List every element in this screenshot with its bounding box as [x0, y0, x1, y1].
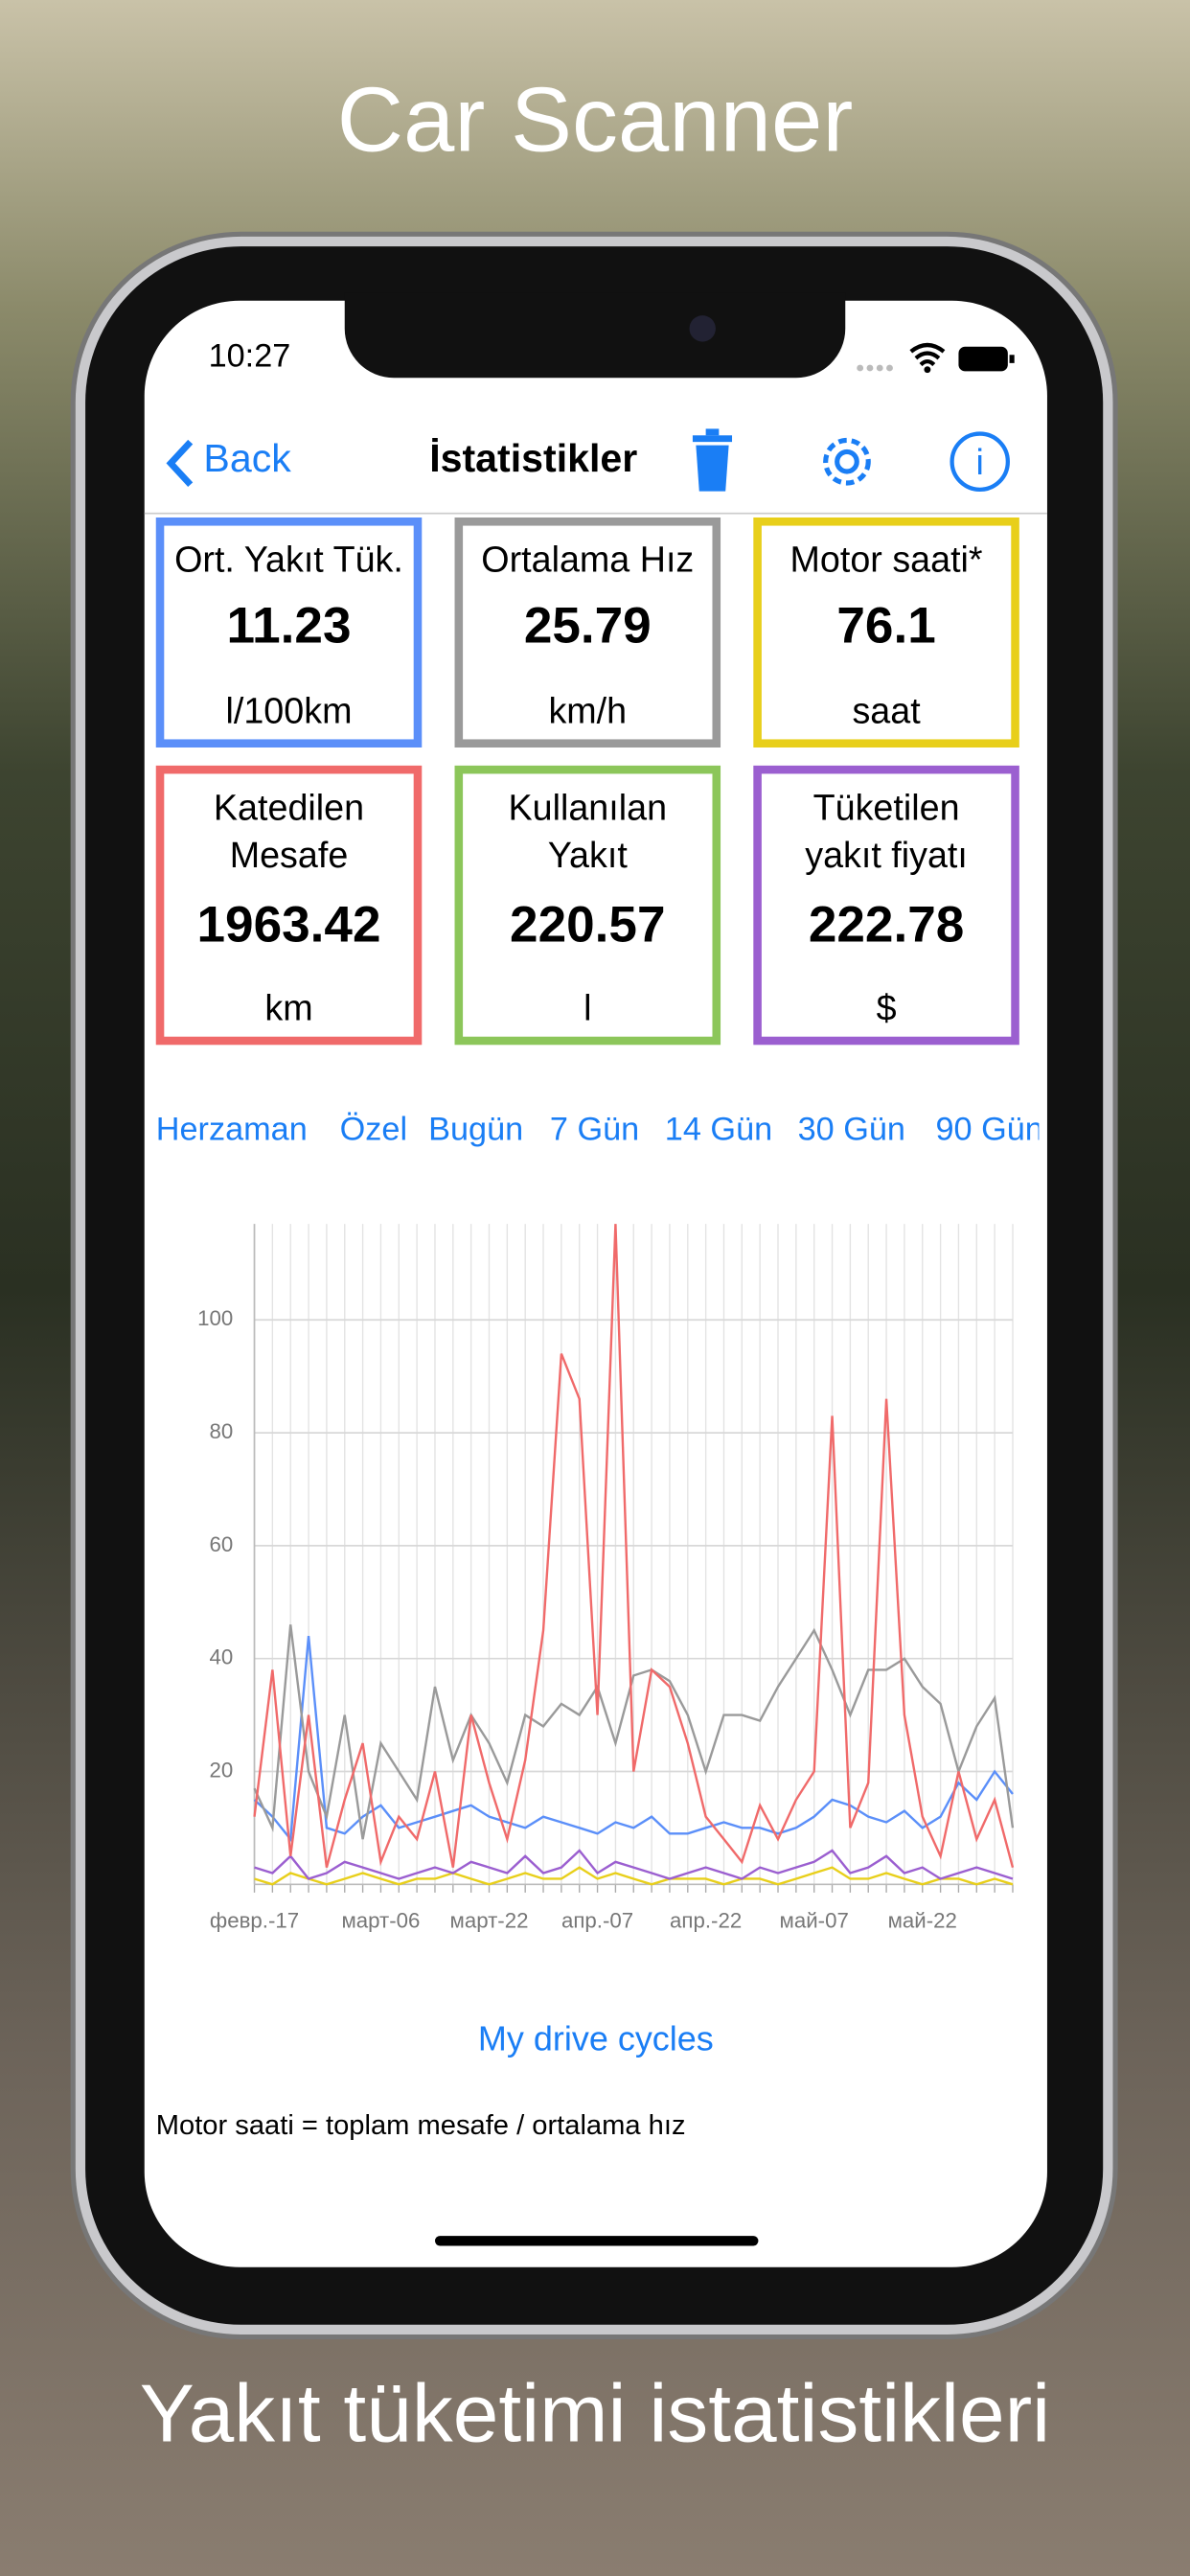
- stat-label: Tüketilen yakıt fiyatı: [805, 787, 968, 876]
- stat-unit: l: [584, 987, 592, 1029]
- stat-card: Kullanılan Yakıt 220.57 l: [454, 765, 721, 1046]
- stat-unit: km/h: [548, 690, 628, 731]
- drive-cycles-link[interactable]: My drive cycles: [477, 2020, 714, 2059]
- back-button[interactable]: Back: [203, 437, 291, 482]
- y-tick-label: 20: [209, 1758, 233, 1782]
- period-tab[interactable]: 14 Gün: [664, 1112, 773, 1149]
- period-tab[interactable]: Özel: [339, 1112, 408, 1149]
- info-icon[interactable]: i: [950, 431, 1010, 493]
- stat-unit: km: [264, 987, 313, 1029]
- stat-card: Ort. Yakıt Tük. 11.23 l/100km: [155, 518, 423, 748]
- x-tick-label: март-06: [341, 1909, 420, 1933]
- stat-label: Ortalama Hız: [481, 539, 695, 581]
- nav-icons: i: [692, 428, 1010, 493]
- series-line: [254, 1849, 1014, 1880]
- y-tick-label: 40: [209, 1645, 233, 1669]
- home-indicator: [434, 2236, 759, 2246]
- stat-value: 1963.42: [196, 895, 381, 954]
- period-tab[interactable]: Bugün: [428, 1112, 524, 1149]
- stat-card: Motor saati* 76.1 saat: [753, 518, 1019, 748]
- chart: февр.-17 март-06 март-22 апр.-07 апр.-22 май-…: [197, 1224, 1015, 1933]
- stat-card: Ortalama Hız 25.79 km/h: [454, 518, 721, 748]
- trash-icon[interactable]: [692, 428, 733, 492]
- nav-title: İstatistikler: [429, 437, 638, 482]
- y-tick-label: 80: [209, 1419, 233, 1443]
- period-tab[interactable]: 30 Gün: [797, 1112, 905, 1149]
- settings-icon[interactable]: [823, 437, 871, 486]
- svg-text:i: i: [976, 442, 984, 482]
- x-tick-label: апр.-07: [561, 1909, 633, 1933]
- stat-card: Tüketilen yakıt fiyatı 222.78 $: [753, 765, 1019, 1046]
- back-chevron[interactable]: [161, 435, 210, 491]
- stat-card: Katedilen Mesafe 1963.42 km: [155, 765, 423, 1046]
- period-tab[interactable]: 90 Gün: [935, 1112, 1040, 1149]
- footnote: Motor saati = toplam mesafe / ortalama h…: [155, 2109, 686, 2141]
- x-tick-label: апр.-22: [670, 1909, 742, 1933]
- tab-bar: Herzaman Özel Bugün 7 Gün 14 Gün 30 Gün 90 Gün: [145, 0, 1040, 1183]
- stat-value: 11.23: [226, 596, 352, 655]
- stat-value: 25.79: [523, 596, 652, 655]
- series-line: [253, 1624, 1015, 1840]
- x-tick-label: май-07: [780, 1909, 849, 1933]
- y-tick-label: 100: [197, 1306, 233, 1330]
- notch: [344, 292, 846, 379]
- stat-value: 222.78: [808, 895, 965, 954]
- y-tick-label: 60: [209, 1532, 233, 1556]
- status-time: 10:27: [208, 338, 291, 375]
- status-icons: [857, 342, 1015, 374]
- camera: [689, 315, 716, 342]
- period-tab[interactable]: 7 Gün: [549, 1112, 640, 1149]
- series-line: [254, 1866, 1014, 1886]
- stat-unit: l/100km: [225, 690, 353, 731]
- stat-label: Kullanılan Yakıt: [508, 787, 668, 876]
- stat-value: 220.57: [510, 895, 666, 954]
- headline: Car Scanner: [336, 67, 854, 172]
- stat-label: Motor saati*: [790, 539, 983, 581]
- x-tick-label: февр.-17: [210, 1909, 299, 1933]
- stat-label: Ort. Yakıt Tük.: [174, 539, 403, 581]
- stat-unit: saat: [852, 690, 921, 731]
- nav-separator: [144, 512, 1047, 515]
- series-line: [253, 1635, 1014, 1843]
- x-tick-label: май-22: [888, 1909, 957, 1933]
- screen: [144, 300, 1047, 2267]
- stat-label: Katedilen Mesafe: [213, 787, 365, 876]
- stat-value: 76.1: [836, 596, 936, 655]
- tagline: Yakıt tüketimi istatistikleri: [139, 2367, 1051, 2460]
- period-tab[interactable]: Herzaman: [155, 1112, 308, 1149]
- series-line: [253, 1224, 1015, 1868]
- x-tick-label: март-22: [450, 1909, 529, 1933]
- stat-unit: $: [876, 987, 897, 1029]
